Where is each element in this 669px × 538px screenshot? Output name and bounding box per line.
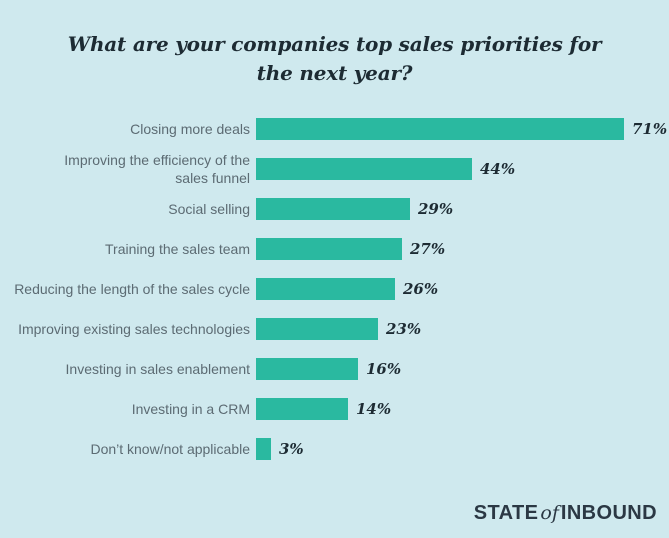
bar xyxy=(256,238,402,260)
chart-row: Investing in sales enablement 16% xyxy=(0,349,669,389)
bar xyxy=(256,278,395,300)
page-title: What are your companies top sales priori… xyxy=(0,30,669,88)
chart-row: Don’t know/not applicable 3% xyxy=(0,429,669,469)
brand-logo-inbound: INBOUND xyxy=(560,502,657,524)
bar xyxy=(256,118,624,140)
chart-row: Improving existing sales technologies 23… xyxy=(0,309,669,349)
value-label: 26% xyxy=(403,280,439,298)
page-title-line-1: What are your companies top sales priori… xyxy=(67,32,602,56)
bar-chart: Closing more deals 71% Improving the eff… xyxy=(0,109,669,469)
value-label: 29% xyxy=(418,200,454,218)
bar xyxy=(256,318,378,340)
chart-row: Closing more deals 71% xyxy=(0,109,669,149)
page-title-line-2: the next year? xyxy=(256,61,413,85)
brand-logo-of: of xyxy=(540,502,559,524)
category-label: Closing more deals xyxy=(130,121,250,137)
value-label: 14% xyxy=(356,400,392,418)
bar xyxy=(256,398,348,420)
category-label: Improving the efficiency of the sales fun… xyxy=(64,152,250,186)
chart-row: Reducing the length of the sales cycle 2… xyxy=(0,269,669,309)
chart-row: Training the sales team 27% xyxy=(0,229,669,269)
chart-row: Improving the efficiency of the sales fun… xyxy=(0,149,669,189)
category-label: Don’t know/not applicable xyxy=(90,441,250,457)
bar xyxy=(256,438,271,460)
category-label: Investing in sales enablement xyxy=(65,361,250,377)
chart-row: Investing in a CRM 14% xyxy=(0,389,669,429)
category-label: Social selling xyxy=(168,201,250,217)
category-label: Training the sales team xyxy=(105,241,250,257)
brand-logo-state: STATE xyxy=(473,502,539,524)
value-label: 3% xyxy=(279,440,304,458)
value-label: 71% xyxy=(632,120,668,138)
category-label: Reducing the length of the sales cycle xyxy=(14,281,250,297)
brand-logo: STATE of INBOUND xyxy=(474,502,657,525)
value-label: 23% xyxy=(386,320,422,338)
bar xyxy=(256,158,472,180)
value-label: 27% xyxy=(410,240,446,258)
value-label: 16% xyxy=(366,360,402,378)
category-label: Improving existing sales technologies xyxy=(18,321,250,337)
chart-rows: Closing more deals 71% Improving the eff… xyxy=(0,109,669,469)
chart-row: Social selling 29% xyxy=(0,189,669,229)
category-label: Investing in a CRM xyxy=(131,401,250,417)
value-label: 44% xyxy=(480,160,516,178)
bar xyxy=(256,198,410,220)
bar xyxy=(256,358,358,380)
